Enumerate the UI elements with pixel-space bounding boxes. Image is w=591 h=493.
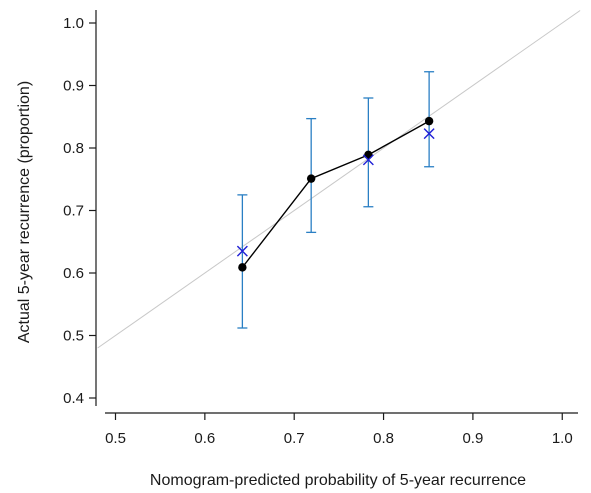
x-tick-label: 1.0 (552, 430, 573, 447)
axis-ticks-layer: 0.5 0.6 0.7 0.8 0.9 1.0 0.4 0.5 0.6 0.7 0.8 0.9 1.0 (63, 15, 573, 447)
y-tick-label: 0.8 (63, 140, 84, 157)
x-tick-label: 0.8 (373, 430, 394, 447)
x-marker-stroke (423, 128, 435, 140)
x-axis-title: Nomogram-predicted probability of 5-year… (150, 472, 526, 489)
x-tick-label: 0.5 (105, 430, 126, 447)
bias-corrected-point-x-marker (423, 128, 435, 140)
x-marker-stroke (236, 245, 248, 257)
x-tick-label: 0.6 (194, 430, 215, 447)
x-tick-label: 0.7 (284, 430, 305, 447)
y-axis-title: Actual 5-year recurrence (proportion) (16, 81, 33, 343)
x-marker-stroke (362, 154, 374, 166)
y-tick-label: 0.6 (63, 265, 84, 282)
error-bars-layer (237, 71, 435, 329)
bias-corrected-point-x-marker (236, 245, 248, 257)
plot-area: 0.5 0.6 0.7 0.8 0.9 1.0 0.4 0.5 0.6 0.7 0.8 0.9 1.0 (63, 10, 581, 447)
bias-corrected-point-x-marker (362, 154, 374, 166)
reference-line-layer (97, 10, 581, 349)
series-layer (236, 116, 435, 272)
x-tick-label: 0.9 (462, 430, 483, 447)
observed-point (238, 263, 247, 272)
observed-point (306, 174, 316, 183)
y-tick-label: 0.9 (63, 78, 84, 95)
reference-diagonal-line (97, 10, 581, 349)
observed-point (424, 116, 434, 126)
y-tick-label: 1.0 (63, 15, 84, 32)
y-tick-label: 0.7 (63, 203, 84, 220)
y-tick-label: 0.4 (63, 390, 84, 407)
observed-connecting-line (241, 120, 430, 268)
y-tick-label: 0.5 (63, 328, 84, 345)
